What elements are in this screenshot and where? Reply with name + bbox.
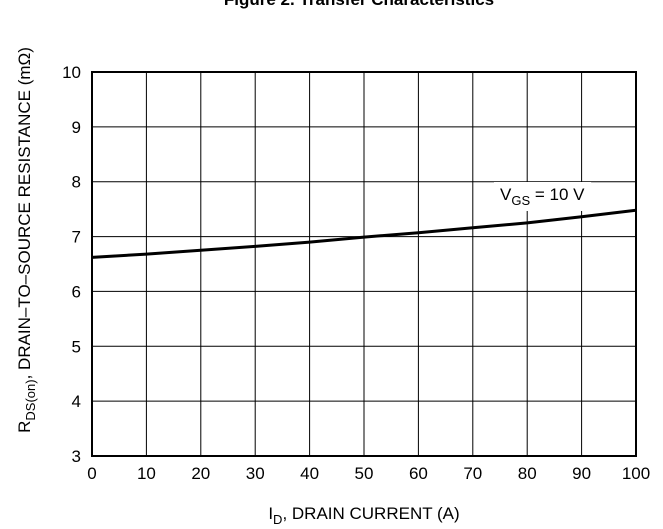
series-line-vgs-10v: [91, 208, 637, 259]
x-axis-label: ID, DRAIN CURRENT (A): [268, 504, 459, 527]
x-tick-label: 10: [137, 464, 156, 483]
x-tick-label: 40: [300, 464, 319, 483]
series-label-vgs-10v: VGS = 10 V: [500, 185, 585, 208]
x-tick-labels: 0 10 20 30 40 50 60 70 80 90 100: [87, 464, 650, 483]
x-tick-label: 60: [409, 464, 428, 483]
x-tick-label: 90: [572, 464, 591, 483]
x-tick-label: 30: [246, 464, 265, 483]
chart-title: Figure 2. Transfer Characteristics: [224, 0, 494, 9]
x-tick-label: 70: [463, 464, 482, 483]
y-tick-labels: 3 4 5 6 7 8 9 10: [62, 63, 81, 466]
y-axis-label: RDS(on), DRAIN–TO–SOURCE RESISTANCE (mΩ): [15, 47, 38, 433]
grid: [92, 72, 636, 456]
y-tick-label: 4: [72, 392, 81, 411]
x-tick-label: 50: [355, 464, 374, 483]
x-tick-label: 0: [87, 464, 96, 483]
y-tick-label: 6: [72, 282, 81, 301]
x-tick-label: 80: [518, 464, 537, 483]
plot-frame: [91, 71, 637, 457]
x-tick-label: 20: [191, 464, 210, 483]
y-tick-label: 8: [72, 173, 81, 192]
y-tick-label: 5: [72, 337, 81, 356]
y-tick-label: 10: [62, 63, 81, 82]
y-tick-label: 3: [72, 447, 81, 466]
x-tick-label: 100: [622, 464, 650, 483]
y-tick-label: 9: [72, 118, 81, 137]
y-tick-label: 7: [72, 228, 81, 247]
series-label-background: [494, 182, 592, 211]
